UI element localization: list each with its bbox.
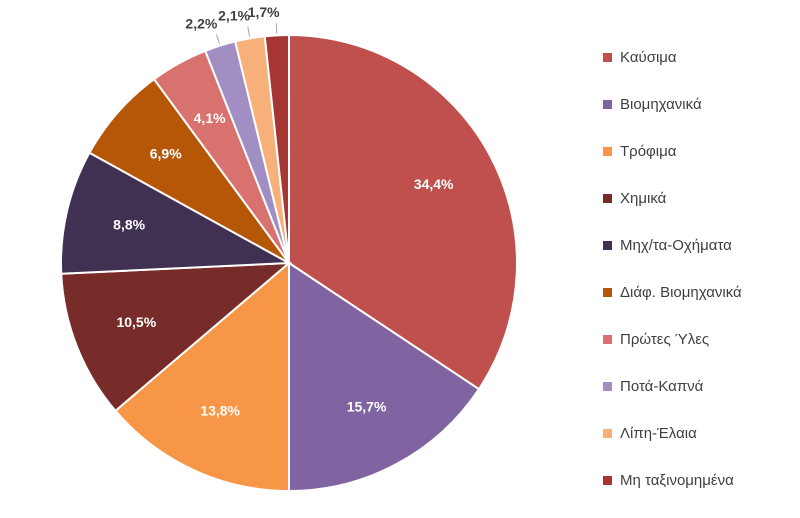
legend-item-3: Χημικά <box>603 175 742 222</box>
legend-swatch <box>603 476 612 485</box>
data-label-8: 2,1% <box>218 7 250 23</box>
data-label-2: 13,8% <box>200 403 240 419</box>
data-label-7: 2,2% <box>185 15 217 31</box>
legend-label: Μηχ/τα-Οχήματα <box>620 237 732 254</box>
pie-slice-2 <box>114 260 290 493</box>
legend-swatch <box>603 382 612 391</box>
legend-swatch <box>603 100 612 109</box>
pie-slice-9 <box>263 33 290 264</box>
legend-label: Πρώτες Ύλες <box>620 331 710 348</box>
pie-slice-1 <box>288 261 481 493</box>
legend-label: Λίπη-Έλαια <box>620 425 697 442</box>
data-label-1: 15,7% <box>347 398 387 414</box>
legend-item-8: Λίπη-Έλαια <box>603 410 742 457</box>
legend-item-4: Μηχ/τα-Οχήματα <box>603 222 742 269</box>
legend-item-1: Βιομηχανικά <box>603 81 742 128</box>
legend-label: Καύσιμα <box>620 49 677 66</box>
data-label-leader-8 <box>247 26 251 37</box>
data-label-3: 10,5% <box>116 314 156 330</box>
data-label-0: 34,4% <box>414 176 454 192</box>
legend-item-9: Μη ταξινομημένα <box>603 457 742 504</box>
legend-label: Τρόφιμα <box>620 143 677 160</box>
legend-item-5: Διάφ. Βιομηχανικά <box>603 269 742 316</box>
legend-item-6: Πρώτες Ύλες <box>603 316 742 363</box>
data-label-leader-9 <box>275 23 278 34</box>
pie-slice-4 <box>60 151 293 275</box>
legend-item-2: Τρόφιμα <box>603 128 742 175</box>
legend-swatch <box>603 194 612 203</box>
legend-label: Μη ταξινομημένα <box>620 472 734 489</box>
legend-swatch <box>603 147 612 156</box>
chart-legend: Καύσιμα Βιομηχανικά Τρόφιμα Χημικά Μηχ/τα-Οχ… <box>603 34 742 504</box>
legend-label: Διάφ. Βιομηχανικά <box>620 284 742 301</box>
data-label-6: 4,1% <box>194 110 226 126</box>
data-label-5: 6,9% <box>150 145 182 161</box>
data-label-leader-7 <box>215 34 220 44</box>
legend-label: Χημικά <box>620 190 667 207</box>
legend-label: Βιομηχανικά <box>620 96 702 113</box>
legend-swatch <box>603 429 612 438</box>
legend-item-7: Ποτά-Καπνά <box>603 363 742 410</box>
data-label-4: 8,8% <box>113 216 145 232</box>
legend-swatch <box>603 288 612 297</box>
legend-label: Ποτά-Καπνά <box>620 378 704 395</box>
legend-swatch <box>603 335 612 344</box>
legend-item-0: Καύσιμα <box>603 34 742 81</box>
data-label-9: 1,7% <box>248 4 280 20</box>
legend-swatch <box>603 53 612 62</box>
legend-swatch <box>603 241 612 250</box>
pie-slice-3 <box>60 261 292 413</box>
